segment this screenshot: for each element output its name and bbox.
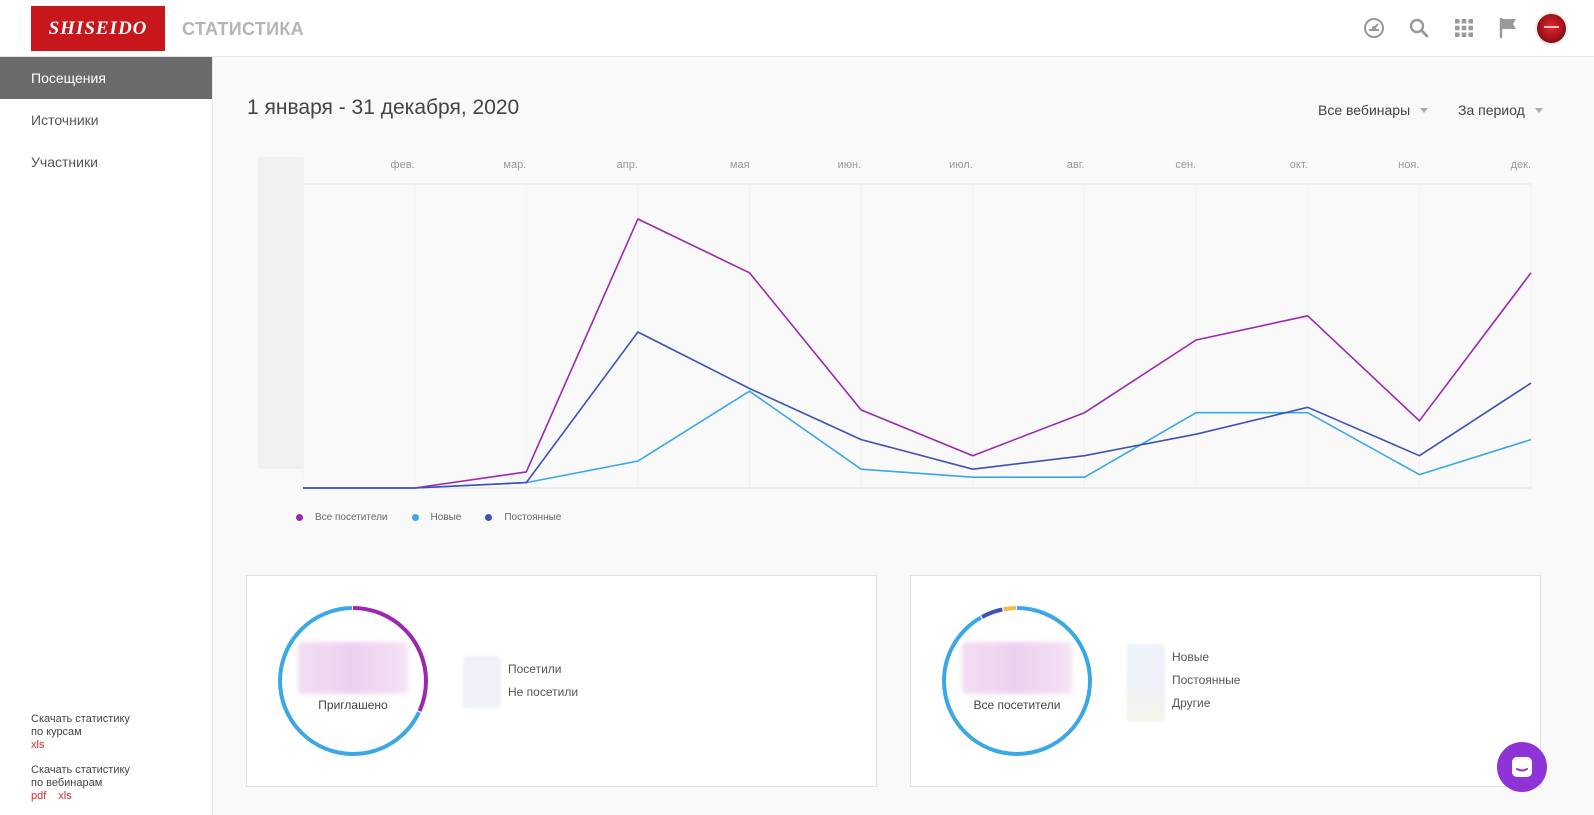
chevron-down-icon xyxy=(1534,107,1543,113)
all-visitors-donut-chart xyxy=(942,606,1092,756)
legend-dot-all xyxy=(296,514,303,521)
sidebar-item-visits[interactable]: Посещения xyxy=(0,57,212,99)
avatar[interactable] xyxy=(1535,11,1568,45)
main-content: 1 января - 31 декабря, 2020 Все вебинары… xyxy=(214,57,1594,815)
download-courses: Скачать статистику по курсам xls xyxy=(31,713,130,752)
invited-legend: Посетили Не посетили xyxy=(508,658,578,704)
donut-segment-0 xyxy=(942,606,1092,756)
series-line-2 xyxy=(303,331,1532,489)
shiseido-logo[interactable]: SHISEIDO xyxy=(31,6,165,51)
x-tick-label: мар. xyxy=(503,159,526,171)
x-tick-label: дек. xyxy=(1511,159,1531,171)
chat-icon xyxy=(1512,757,1532,777)
download-courses-xls-link[interactable]: xls xyxy=(31,739,45,751)
all-visitors-legend: Новые Постоянные Другие xyxy=(1172,646,1240,715)
legend-item-new[interactable]: Новые xyxy=(411,512,462,523)
legend-returning: Постоянные xyxy=(1172,673,1241,687)
legend-visited: Посетили xyxy=(508,662,562,676)
x-tick-label: апр. xyxy=(617,159,638,171)
x-tick-label: июл. xyxy=(949,159,973,171)
legend-dot-returning xyxy=(485,514,493,521)
donut-segment-0 xyxy=(278,606,428,756)
y-axis-values-blurred xyxy=(258,157,304,469)
sidebar: Посещения Источники Участники Скачать ст… xyxy=(0,57,213,815)
top-icons xyxy=(1351,11,1568,45)
series-line-1 xyxy=(303,390,1532,489)
donut-segment-1 xyxy=(278,606,428,756)
x-tick-label: мая xyxy=(730,159,750,171)
series-line-0 xyxy=(303,218,1532,489)
x-tick-label: ноя. xyxy=(1398,159,1419,171)
webinars-filter-label: Все вебинары xyxy=(1318,102,1411,118)
top-bar: SHISEIDO СТАТИСТИКА xyxy=(0,0,1594,57)
chart-legend: Все посетители Новые Постоянные xyxy=(296,512,585,523)
legend-other: Другие xyxy=(1172,696,1211,710)
invited-center-label: Приглашено xyxy=(318,698,388,712)
chevron-down-icon xyxy=(1420,107,1429,113)
x-tick-label: июн. xyxy=(838,159,862,171)
flag-icon[interactable] xyxy=(1486,11,1531,45)
legend-new: Новые xyxy=(1172,650,1210,664)
legend-not-visited: Не посетили xyxy=(508,685,579,699)
x-tick-label: фев. xyxy=(391,159,415,171)
search-icon[interactable] xyxy=(1396,11,1441,45)
sidebar-item-sources[interactable]: Источники xyxy=(31,112,99,128)
legend-label-returning: Постоянные xyxy=(504,512,562,523)
invited-count-blurred xyxy=(298,642,408,694)
all-visitors-card: Все посетители Новые Постоянные Другие xyxy=(910,575,1541,787)
period-filter-label: За период xyxy=(1458,102,1525,118)
chat-button[interactable] xyxy=(1497,742,1547,792)
download-webinars: Скачать статистику по вебинарам pdf xls xyxy=(31,764,130,803)
legend-item-returning[interactable]: Постоянные xyxy=(485,512,561,523)
page-title: СТАТИСТИКА xyxy=(182,19,304,39)
date-range-title: 1 января - 31 декабря, 2020 xyxy=(247,96,520,119)
webinars-filter-dropdown[interactable]: Все вебинары xyxy=(1318,102,1429,118)
dashboard-icon[interactable] xyxy=(1351,11,1396,45)
download-courses-line1: Скачать статистику xyxy=(31,713,130,725)
legend-label-all: Все посетители xyxy=(315,512,388,523)
apps-grid-icon[interactable] xyxy=(1441,11,1486,45)
invited-card: Приглашено Посетили Не посетили xyxy=(246,575,877,787)
logo-text: SHISEIDO xyxy=(48,17,148,39)
all-visitors-center-label: Все посетители xyxy=(973,698,1061,712)
x-tick-label: сен. xyxy=(1175,159,1196,171)
download-webinars-pdf-link[interactable]: pdf xyxy=(31,790,47,802)
x-tick-label: авг. xyxy=(1067,159,1085,171)
visits-line-chart: фев. мар. апр. мая июн. июл. авг. сен. окт. ноя. д… xyxy=(258,157,1532,489)
legend-label-new: Новые xyxy=(430,512,462,523)
download-webinars-line2: по вебинарам xyxy=(31,777,103,789)
invited-donut-chart xyxy=(278,606,428,756)
period-filter-dropdown[interactable]: За период xyxy=(1458,102,1543,118)
invited-legend-values-blurred xyxy=(463,656,501,708)
visitors-legend-values-blurred xyxy=(1127,644,1165,722)
all-visitors-count-blurred xyxy=(962,642,1072,694)
download-webinars-xls-link[interactable]: xls xyxy=(58,790,72,802)
download-webinars-line1: Скачать статистику xyxy=(31,764,130,776)
legend-dot-new xyxy=(411,514,419,521)
x-tick-label: окт. xyxy=(1290,159,1308,171)
downloads-section: Скачать статистику по курсам xls Скачать… xyxy=(31,713,130,803)
download-courses-line2: по курсам xyxy=(31,726,82,738)
legend-item-all[interactable]: Все посетители xyxy=(296,512,388,523)
sidebar-item-participants[interactable]: Участники xyxy=(31,154,98,170)
